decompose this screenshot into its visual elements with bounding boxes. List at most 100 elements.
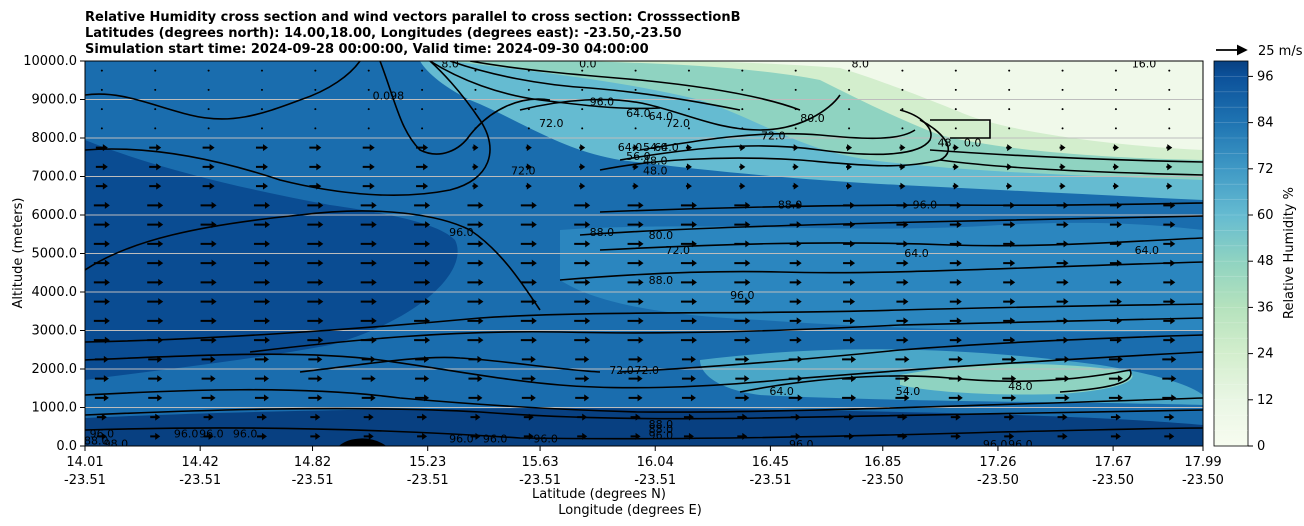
wind-vector [844, 413, 855, 421]
wind-vector [741, 69, 744, 72]
wind-vector [948, 355, 963, 363]
wind-vector [683, 432, 694, 440]
wind-vector [1003, 259, 1016, 267]
colorbar-bands [1214, 76, 1248, 431]
wind-vector [254, 394, 269, 402]
wind-vector [954, 69, 957, 72]
contour-line [619, 109, 932, 161]
wind-vector [1056, 298, 1069, 306]
wind-vector [1057, 432, 1068, 440]
wind-vector [467, 240, 484, 248]
wind-vector [896, 221, 909, 229]
wind-vector [1109, 298, 1122, 306]
wind-vector [1003, 221, 1016, 229]
wind-vector [1114, 127, 1117, 130]
wind-vector [203, 413, 214, 421]
wind-vector [789, 201, 802, 209]
colorbar-ticks: 0 12 24 36 48 60 72 84 96 [1248, 69, 1274, 454]
colorbar-tick-label: 48 [1257, 254, 1274, 269]
wind-vector [1061, 127, 1064, 130]
wind-vector [95, 163, 108, 171]
x-tick-label-latitude: 14.82 [294, 455, 331, 470]
humidity-mid-region [560, 222, 1203, 332]
wind-vector [788, 355, 803, 363]
wind-vector [307, 317, 324, 325]
contour-label: 72.0 [665, 117, 690, 130]
wind-vector [680, 278, 697, 286]
contour-lines [85, 61, 1203, 446]
wind-vector [794, 69, 797, 72]
wind-vector [200, 221, 217, 229]
wind-vector [846, 163, 853, 171]
wind-vector [367, 108, 370, 111]
wind-vector [1006, 144, 1013, 152]
contour-line [85, 61, 491, 197]
contour-label: 96.0 [590, 95, 615, 108]
wind-vector [949, 221, 962, 229]
wind-vector [1109, 336, 1122, 344]
contour-line [739, 369, 1132, 393]
wind-vector [581, 127, 584, 130]
wind-vector [417, 432, 428, 440]
wind-vector [1006, 182, 1013, 190]
wind-vector [414, 259, 431, 267]
wind-vector [200, 317, 217, 325]
contour-line [85, 210, 541, 311]
wind-vector [414, 317, 431, 325]
wind-vector [147, 221, 164, 229]
contour-label: 64.0 [626, 107, 651, 120]
wind-vector [254, 375, 269, 383]
wind-vector [739, 182, 746, 190]
wind-vector [307, 298, 324, 306]
wind-vector [527, 88, 530, 91]
x-tick-label-longitude: -23.51 [292, 473, 334, 488]
wind-vector [253, 336, 270, 344]
wind-vector [100, 88, 103, 91]
wind-vector [896, 336, 909, 344]
contour-label: 88.0 [649, 274, 674, 287]
wind-vector [421, 69, 424, 72]
wind-vector [307, 259, 324, 267]
wind-vector [1061, 88, 1064, 91]
wind-vector [200, 240, 217, 248]
wind-vector [415, 394, 430, 402]
wind-vector [470, 413, 481, 421]
wind-vector [680, 317, 697, 325]
wind-vector [309, 182, 322, 190]
colorbar-tick-label: 36 [1257, 300, 1274, 315]
wind-vector [628, 375, 643, 383]
wind-vector [362, 163, 375, 171]
x-tick-label-latitude: 16.04 [637, 455, 674, 470]
wind-vector [527, 69, 530, 72]
contour-line [85, 407, 1203, 420]
wind-vector [467, 221, 484, 229]
wind-vector [949, 259, 962, 267]
wind-vector [788, 375, 803, 383]
wind-vector [520, 336, 537, 344]
wind-vector [627, 221, 644, 229]
wind-vector [687, 108, 690, 111]
wind-vector [1055, 355, 1070, 363]
wind-vector [848, 88, 851, 91]
wind-vector [1166, 182, 1173, 190]
wind-vector [207, 69, 210, 72]
wind-vector [734, 201, 751, 209]
wind-vector [360, 259, 377, 267]
wind-vector [307, 240, 324, 248]
wind-vector [789, 336, 802, 344]
wind-vector [1108, 355, 1123, 363]
contour-label: 48.0 [643, 164, 668, 177]
wind-vector [896, 278, 909, 286]
wind-vector [256, 413, 267, 421]
x-tick-label-longitude: -23.51 [519, 473, 561, 488]
wind-vector [735, 394, 750, 402]
wind-vector [1114, 108, 1117, 111]
wind-vector [632, 144, 639, 152]
wind-vector [683, 413, 694, 421]
wind-vector [361, 375, 376, 383]
x-tick-label-longitude: -23.51 [64, 473, 106, 488]
wind-vector [948, 394, 963, 402]
x-tick-label-longitude: -23.51 [749, 473, 791, 488]
wind-vector [680, 336, 697, 344]
colorbar-tick-label: 60 [1257, 208, 1274, 223]
